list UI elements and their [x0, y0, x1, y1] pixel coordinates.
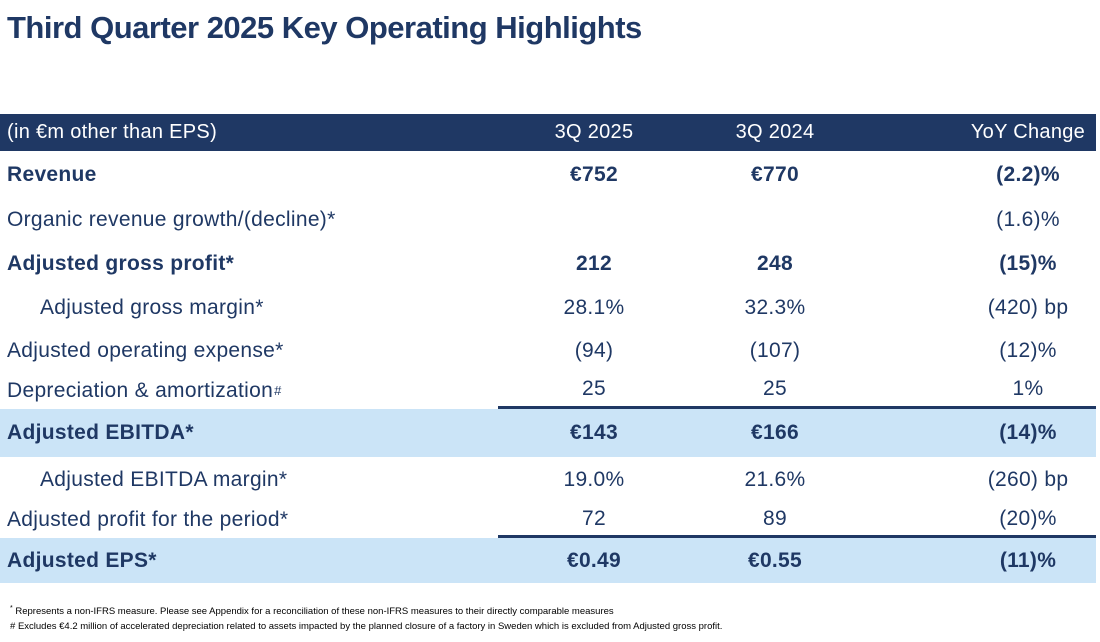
value-3q2025: 28.1%	[563, 296, 625, 319]
header-col-3q2024: 3Q 2024	[735, 121, 815, 143]
footnote-text: Excludes €4.2 million of accelerated dep…	[17, 621, 723, 632]
row-label: Adjusted operating expense*	[7, 339, 284, 362]
row-label: Adjusted profit for the period*	[7, 508, 289, 531]
value-3q2025: 19.0%	[563, 467, 625, 491]
value-3q2025: 25	[498, 372, 690, 409]
value-3q2024: €770	[751, 162, 799, 186]
value-yoy: (14)%	[999, 421, 1057, 444]
table-row-revenue: Revenue €752 €770 (2.2)%	[0, 151, 1096, 198]
value-yoy: (20)%	[860, 502, 1096, 538]
value-3q2025: €143	[570, 421, 618, 444]
value-yoy: (1.6)%	[996, 208, 1060, 231]
value-3q2024: €166	[751, 421, 799, 444]
value-yoy: (420) bp	[987, 296, 1069, 319]
value-3q2024: 89	[690, 502, 860, 538]
highlights-table: (in €m other than EPS) 3Q 2025 3Q 2024 Y…	[0, 114, 1096, 583]
table-row-organic-growth: Organic revenue growth/(decline)* (1.6)%	[0, 198, 1096, 242]
value-yoy: 1%	[860, 372, 1096, 409]
value-3q2025: 72	[498, 502, 690, 538]
value-3q2024: (107)	[749, 339, 801, 362]
value-3q2024	[690, 198, 860, 242]
value-yoy: (2.2)%	[996, 162, 1060, 186]
row-label: Revenue	[7, 162, 97, 186]
footnotes: * Represents a non-IFRS measure. Please …	[0, 604, 1100, 634]
header-units-label: (in €m other than EPS)	[7, 121, 218, 143]
table-row-adjusted-ebitda-margin: Adjusted EBITDA margin* 19.0% 21.6% (260…	[0, 457, 1096, 502]
row-label: Depreciation & amortization #	[7, 378, 282, 402]
value-3q2025: €0.49	[566, 548, 622, 572]
value-3q2024: €0.55	[747, 548, 803, 572]
value-3q2025: €752	[570, 162, 618, 186]
asterisk-marker: *	[10, 604, 13, 612]
footnote-text: Represents a non-IFRS measure. Please se…	[15, 606, 614, 617]
header-col-3q2025: 3Q 2025	[554, 121, 634, 143]
table-row-adjusted-profit: Adjusted profit for the period* 72 89 (2…	[0, 502, 1096, 538]
row-label: Adjusted EBITDA margin*	[40, 467, 288, 491]
table-row-adjusted-eps: Adjusted EPS* €0.49 €0.55 (11)%	[0, 538, 1096, 583]
value-yoy: (11)%	[999, 548, 1057, 572]
row-label: Adjusted EBITDA*	[7, 421, 194, 444]
row-label: Adjusted gross margin*	[40, 296, 264, 319]
page-title: Third Quarter 2025 Key Operating Highlig…	[7, 10, 642, 45]
value-yoy: (260) bp	[987, 467, 1069, 491]
footnote-non-ifrs: * Represents a non-IFRS measure. Please …	[10, 604, 1100, 619]
row-label: Adjusted gross profit*	[7, 252, 235, 275]
table-row-adjusted-gross-margin: Adjusted gross margin* 28.1% 32.3% (420)…	[0, 286, 1096, 330]
hash-marker: #	[10, 621, 16, 632]
table-row-adjusted-operating-expense: Adjusted operating expense* (94) (107) (…	[0, 330, 1096, 372]
row-label-text: Depreciation & amortization	[7, 378, 274, 402]
table-row-depreciation-amortization: Depreciation & amortization # 25 25 1%	[0, 372, 1096, 409]
value-3q2025	[498, 198, 690, 242]
value-3q2025: 212	[576, 252, 612, 275]
row-label: Adjusted EPS*	[7, 548, 157, 572]
table-header-row: (in €m other than EPS) 3Q 2025 3Q 2024 Y…	[0, 114, 1096, 151]
value-3q2024: 32.3%	[744, 296, 806, 319]
table-row-adjusted-gross-profit: Adjusted gross profit* 212 248 (15)%	[0, 242, 1096, 286]
footnote-depreciation: # Excludes €4.2 million of accelerated d…	[10, 619, 1100, 634]
row-label: Organic revenue growth/(decline)*	[7, 208, 336, 231]
value-3q2024: 25	[690, 372, 860, 409]
value-3q2024: 21.6%	[744, 467, 806, 491]
value-3q2024: 248	[757, 252, 793, 275]
value-yoy: (12)%	[999, 339, 1057, 362]
header-col-yoy-change: YoY Change	[970, 121, 1086, 143]
table-row-adjusted-ebitda: Adjusted EBITDA* €143 €166 (14)%	[0, 409, 1096, 457]
value-3q2025: (94)	[574, 339, 614, 362]
value-yoy: (15)%	[999, 252, 1057, 275]
